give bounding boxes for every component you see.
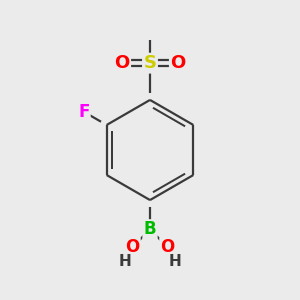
- Text: O: O: [114, 54, 130, 72]
- Text: B: B: [144, 220, 156, 238]
- Text: F: F: [78, 103, 89, 121]
- Text: H: H: [118, 254, 131, 269]
- Text: H: H: [169, 254, 182, 269]
- Text: S: S: [143, 54, 157, 72]
- Text: O: O: [160, 238, 175, 256]
- Text: O: O: [125, 238, 140, 256]
- Text: O: O: [170, 54, 186, 72]
